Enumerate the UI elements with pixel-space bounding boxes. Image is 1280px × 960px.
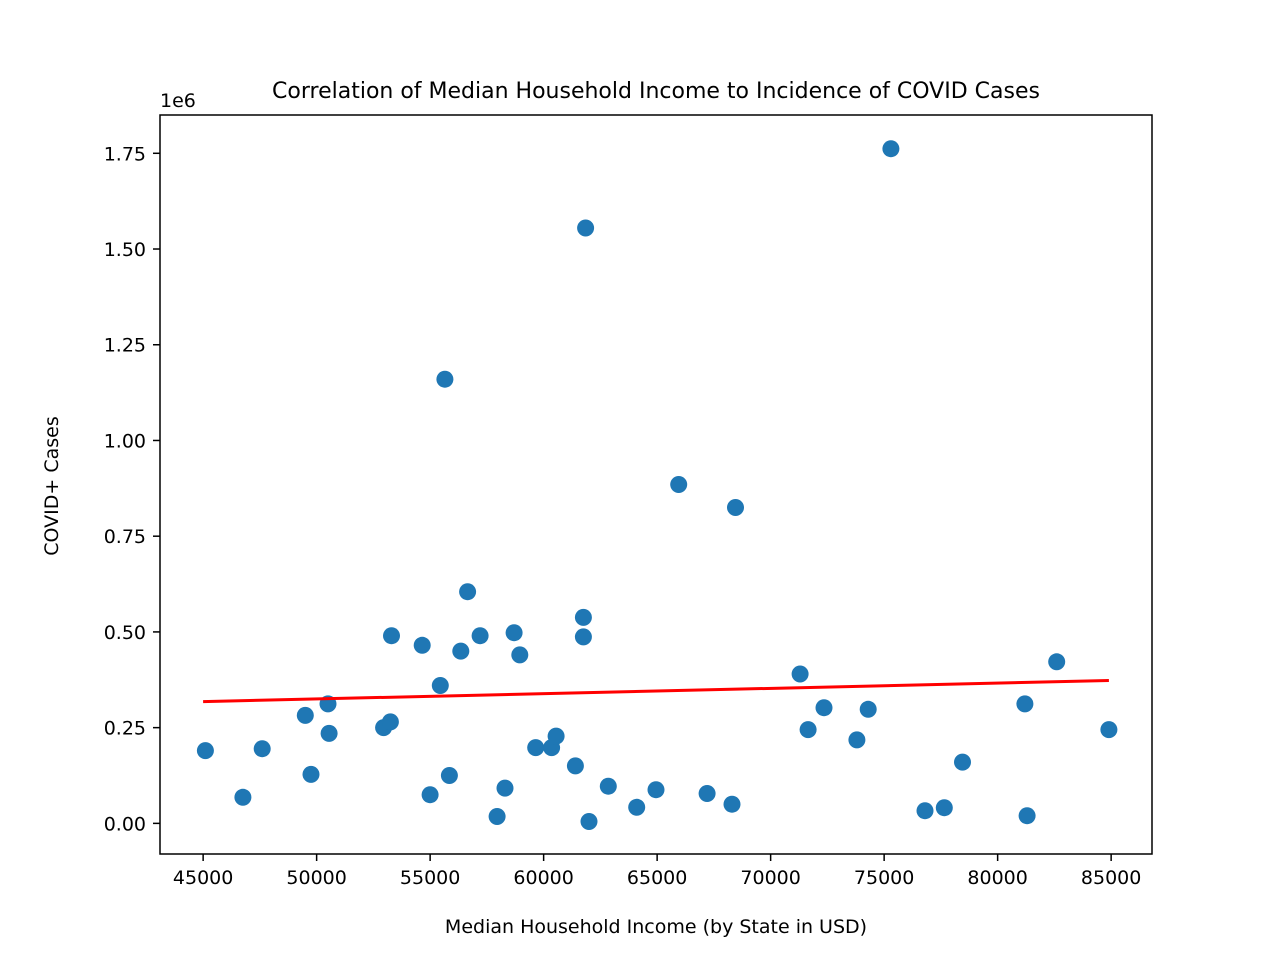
y-tick-label: 1.50 <box>104 239 146 261</box>
scatter-point <box>599 777 617 795</box>
scatter-point <box>302 765 320 783</box>
scatter-point <box>647 781 665 799</box>
scatter-point <box>253 740 271 758</box>
scatter-point <box>580 813 598 830</box>
scatter-point <box>628 798 646 816</box>
scatter-point <box>440 767 458 784</box>
scatter-point <box>527 739 545 757</box>
trend-line <box>203 679 1109 704</box>
x-tick-label: 60000 <box>513 867 573 889</box>
x-tick-label: 55000 <box>400 867 460 889</box>
scatter-point <box>791 665 809 683</box>
y-tick-label: 1.75 <box>104 143 146 165</box>
scatter-points <box>196 140 1118 830</box>
y-offset-label: 1e6 <box>160 90 196 112</box>
x-axis-label: Median Household Income (by State in USD… <box>445 916 867 938</box>
x-tick-label: 45000 <box>173 867 233 889</box>
scatter-point <box>547 727 565 745</box>
scatter-point <box>799 721 817 739</box>
scatter-point <box>431 677 449 694</box>
scatter-point <box>723 795 741 813</box>
scatter-point <box>413 636 431 654</box>
scatter-point <box>196 742 214 760</box>
scatter-point <box>935 799 953 817</box>
scatter-point <box>296 706 314 724</box>
scatter-point <box>436 370 454 388</box>
x-tick-label: 80000 <box>967 867 1027 889</box>
scatter-point <box>1100 721 1118 739</box>
y-axis-label: COVID+ Cases <box>41 416 63 555</box>
y-tick-label: 0.00 <box>104 813 146 835</box>
scatter-point <box>452 642 470 660</box>
y-tick-label: 0.75 <box>104 526 146 548</box>
scatter-point <box>566 757 584 775</box>
plot-frame <box>159 114 1153 855</box>
scatter-point <box>727 499 744 516</box>
y-tick-label: 0.50 <box>104 622 146 644</box>
x-tick-label: 50000 <box>286 867 346 889</box>
scatter-point <box>670 476 688 493</box>
y-tick-label: 0.25 <box>104 718 146 740</box>
scatter-point <box>488 808 506 825</box>
scatter-point <box>496 779 514 797</box>
scatter-point <box>1048 653 1066 671</box>
scatter-point <box>1016 695 1034 713</box>
scatter-point <box>421 786 439 804</box>
scatter-point <box>859 700 877 718</box>
y-axis-ticks: 0.00 0.25 0.50 0.75 1.00 1.25 1.50 1.75 <box>104 143 160 835</box>
scatter-point <box>234 788 252 806</box>
scatter-point <box>815 699 833 717</box>
scatter-point <box>471 627 489 645</box>
x-tick-label: 65000 <box>627 867 687 889</box>
scatter-point <box>848 731 866 749</box>
x-tick-label: 70000 <box>740 867 800 889</box>
scatter-point <box>574 608 592 626</box>
scatter-point <box>916 802 934 820</box>
x-axis-ticks: 45000 50000 55000 60000 65000 70000 75000 80000… <box>173 854 1141 889</box>
scatter-point <box>577 219 595 237</box>
scatter-point <box>383 627 400 645</box>
x-tick-label: 85000 <box>1081 867 1141 889</box>
y-tick-label: 1.00 <box>104 430 146 452</box>
scatter-point <box>505 624 523 642</box>
scatter-point <box>882 140 900 158</box>
chart-title: Correlation of Median Household Income t… <box>272 79 1040 104</box>
scatter-point <box>511 646 529 664</box>
scatter-point <box>459 583 477 601</box>
scatter-point <box>698 785 716 802</box>
scatter-point <box>320 724 338 742</box>
y-tick-label: 1.25 <box>104 335 146 357</box>
scatter-point <box>954 753 971 771</box>
scatter-point <box>1018 807 1036 825</box>
scatter-point <box>381 713 399 731</box>
scatter-point <box>574 628 592 646</box>
trend-line-layer <box>203 679 1109 704</box>
x-tick-label: 75000 <box>854 867 914 889</box>
